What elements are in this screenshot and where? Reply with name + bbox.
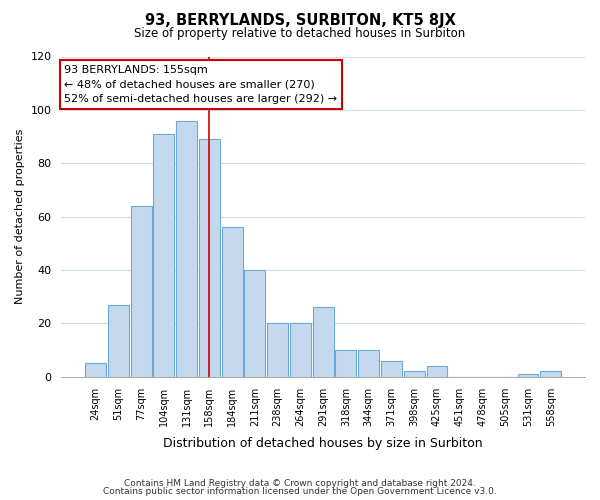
Text: Contains public sector information licensed under the Open Government Licence v3: Contains public sector information licen… [103, 487, 497, 496]
Text: Size of property relative to detached houses in Surbiton: Size of property relative to detached ho… [134, 28, 466, 40]
Bar [313, 308, 334, 377]
Text: 93, BERRYLANDS, SURBITON, KT5 8JX: 93, BERRYLANDS, SURBITON, KT5 8JX [145, 12, 455, 28]
Bar [518, 374, 538, 377]
Bar [358, 350, 379, 377]
Bar [244, 270, 265, 377]
Bar [290, 324, 311, 377]
Bar [404, 372, 425, 377]
Bar [381, 361, 402, 377]
Bar [267, 324, 288, 377]
Bar [222, 228, 242, 377]
Bar [199, 139, 220, 377]
X-axis label: Distribution of detached houses by size in Surbiton: Distribution of detached houses by size … [163, 437, 483, 450]
Bar [335, 350, 356, 377]
Bar [427, 366, 448, 377]
Bar [540, 372, 561, 377]
Bar [154, 134, 175, 377]
Text: Contains HM Land Registry data © Crown copyright and database right 2024.: Contains HM Land Registry data © Crown c… [124, 478, 476, 488]
Text: 93 BERRYLANDS: 155sqm
← 48% of detached houses are smaller (270)
52% of semi-det: 93 BERRYLANDS: 155sqm ← 48% of detached … [64, 64, 337, 104]
Y-axis label: Number of detached properties: Number of detached properties [15, 129, 25, 304]
Bar [108, 304, 129, 377]
Bar [85, 364, 106, 377]
Bar [131, 206, 152, 377]
Bar [176, 120, 197, 377]
